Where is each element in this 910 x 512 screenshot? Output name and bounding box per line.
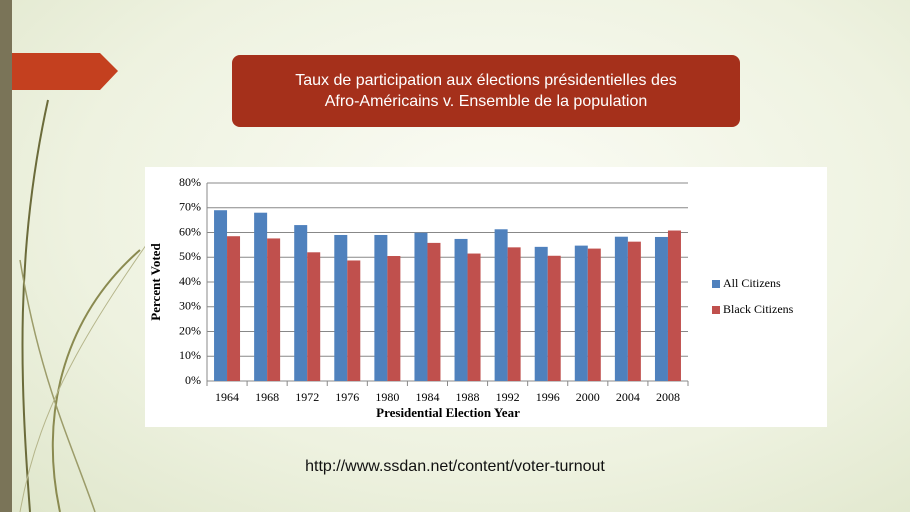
side-bar — [0, 0, 12, 512]
bar — [267, 238, 281, 381]
bar — [227, 236, 241, 381]
bar — [254, 212, 268, 381]
bar — [627, 241, 641, 381]
x-tick-label: 1976 — [335, 390, 359, 404]
bar — [654, 236, 668, 381]
y-tick-label: 70% — [179, 200, 201, 214]
bar — [214, 210, 228, 381]
y-axis-title: Percent Voted — [148, 243, 163, 321]
curve — [21, 99, 49, 512]
bar — [667, 230, 681, 381]
x-tick-label: 1996 — [536, 390, 560, 404]
bar — [467, 253, 481, 381]
x-tick-label: 1992 — [496, 390, 520, 404]
bar — [494, 229, 508, 381]
arrow — [12, 53, 118, 90]
legend-label: All Citizens — [723, 276, 781, 290]
slide-title: Taux de participation aux élections prés… — [232, 55, 740, 127]
bar — [294, 225, 308, 381]
legend-swatch — [712, 280, 720, 288]
y-tick-label: 40% — [179, 274, 201, 288]
x-tick-label: 1968 — [255, 390, 279, 404]
bar — [574, 245, 588, 381]
x-tick-label: 1980 — [375, 390, 399, 404]
curve — [51, 249, 141, 512]
y-tick-label: 60% — [179, 224, 201, 238]
bar — [507, 247, 521, 381]
x-tick-label: 1972 — [295, 390, 319, 404]
x-tick-label: 1988 — [456, 390, 480, 404]
title-line: Afro-Américains v. Ensemble de la popula… — [324, 93, 648, 110]
curve — [19, 259, 96, 512]
y-tick-label: 20% — [179, 323, 201, 337]
y-tick-label: 10% — [179, 348, 201, 362]
x-tick-label: 2008 — [656, 390, 680, 404]
title-line: Taux de participation aux élections prés… — [295, 72, 677, 89]
x-tick-label: 1984 — [415, 390, 439, 404]
bar — [307, 252, 321, 381]
y-tick-label: 50% — [179, 249, 201, 263]
legend-label: Black Citizens — [723, 302, 794, 316]
source-url: http://www.ssdan.net/content/voter-turno… — [305, 458, 605, 475]
legend-swatch — [712, 306, 720, 314]
y-tick-label: 0% — [185, 373, 201, 387]
x-tick-label: 2004 — [616, 390, 640, 404]
x-axis-title: Presidential Election Year — [376, 405, 520, 420]
y-tick-label: 80% — [179, 175, 201, 189]
x-tick-label: 2000 — [576, 390, 600, 404]
bar — [414, 232, 428, 381]
bar — [334, 234, 348, 381]
bar — [374, 234, 388, 381]
bar — [387, 256, 401, 381]
bar — [547, 255, 561, 381]
x-tick-label: 1964 — [215, 390, 239, 404]
bar — [614, 236, 628, 381]
bar — [347, 260, 361, 381]
y-tick-label: 30% — [179, 299, 201, 313]
bar — [454, 238, 468, 381]
bar — [587, 248, 601, 381]
bar — [427, 242, 441, 381]
bar — [534, 246, 548, 381]
